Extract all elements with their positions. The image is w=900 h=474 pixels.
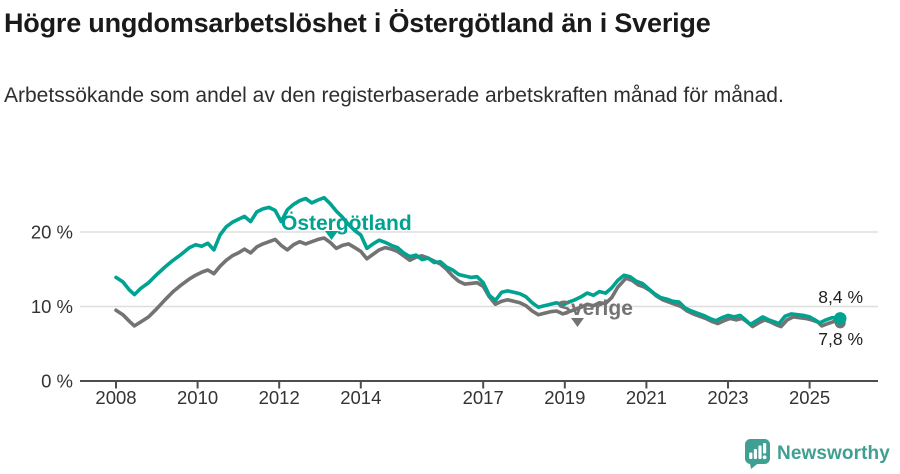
series-label: Sverige xyxy=(557,297,633,320)
newsworthy-logo-link[interactable]: Newsworthy xyxy=(744,438,890,470)
series-line-sverige xyxy=(114,236,843,329)
series-label-caret xyxy=(571,318,584,327)
x-axis-label: 2014 xyxy=(340,387,381,408)
y-axis-label: 20 % xyxy=(31,222,73,243)
y-axis-label: 10 % xyxy=(31,296,73,317)
series-line-ostergotland xyxy=(114,195,843,327)
chart-subtitle: Arbetssökande som andel av den registerb… xyxy=(4,84,784,107)
series-end-value-label: 7,8 % xyxy=(818,329,863,349)
y-axis-label: 0 % xyxy=(41,371,73,392)
x-axis-label: 2017 xyxy=(463,387,504,408)
page-title: Högre ungdomsarbetslöshet i Östergötland… xyxy=(4,8,711,38)
x-axis-label: 2023 xyxy=(707,387,748,408)
x-axis-label: 2012 xyxy=(259,387,300,408)
x-axis-label: 2025 xyxy=(789,387,830,408)
x-axis-label: 2008 xyxy=(95,387,136,408)
newsworthy-bubble-icon xyxy=(745,439,770,469)
x-axis-label: 2010 xyxy=(177,387,218,408)
series-label-caret xyxy=(325,231,338,240)
series-end-dot xyxy=(833,312,847,325)
series-label: Östergötland xyxy=(281,212,412,235)
series-end-value-label: 8,4 % xyxy=(818,287,863,307)
newsworthy-logo-text: Newsworthy xyxy=(777,443,890,464)
x-axis-label: 2021 xyxy=(626,387,667,408)
x-axis-label: 2019 xyxy=(544,387,585,408)
